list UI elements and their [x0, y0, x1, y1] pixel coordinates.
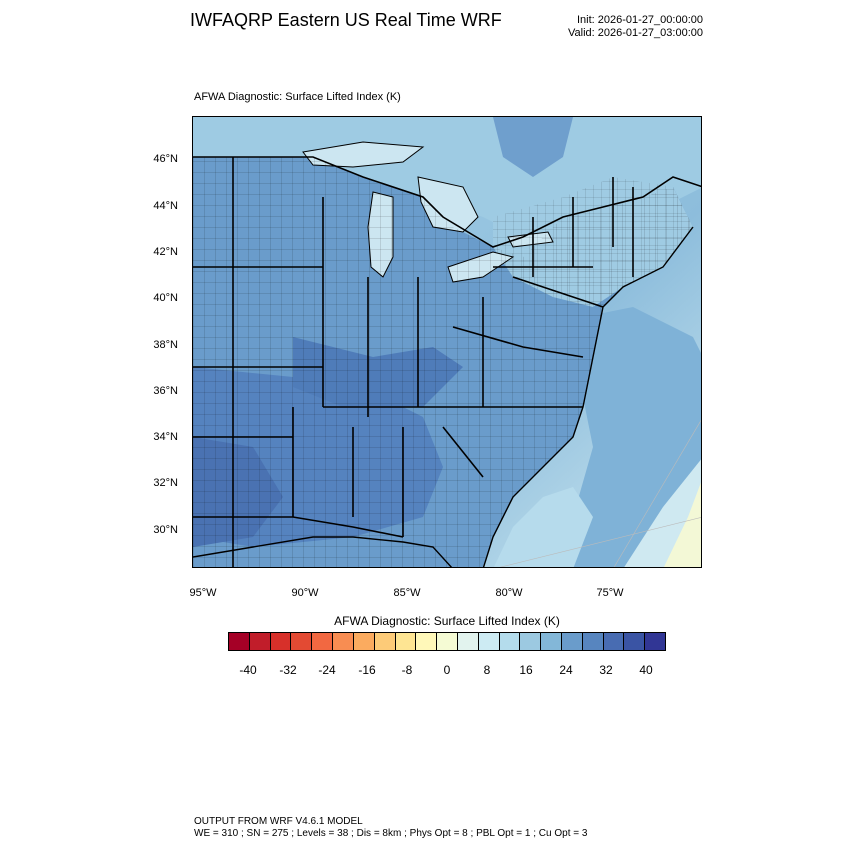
colorbar-bin: [520, 633, 542, 650]
lat-label: 30°N: [153, 524, 178, 536]
colorbar-tick-label: 24: [559, 663, 573, 677]
colorbar-bin: [437, 633, 458, 650]
colorbar-bin: [603, 633, 625, 650]
colorbar-bin: [229, 633, 250, 650]
map-subtitle: AFWA Diagnostic: Surface Lifted Index (K…: [194, 91, 401, 103]
lifted-index-map: [193, 117, 701, 567]
coastal-light-band: [493, 487, 593, 567]
colorbar-bin: [416, 633, 438, 650]
state-boundaries: [193, 157, 634, 567]
colorbar-bin: [333, 633, 354, 650]
colorbar-bin: [374, 633, 396, 650]
lat-label: 38°N: [153, 339, 178, 351]
lat-label: 46°N: [153, 153, 178, 165]
colorbar-bin: [562, 633, 583, 650]
colorbar-bin: [541, 633, 562, 650]
colorbar-bin: [249, 633, 271, 650]
main-title: IWFAQRP Eastern US Real Time WRF: [190, 10, 502, 30]
colorbar-tick-label: -16: [358, 663, 376, 677]
international-border: [193, 156, 701, 248]
gulf-coastline: [193, 536, 453, 567]
colorbar-tick-label: 16: [519, 663, 533, 677]
colorbar-bin: [270, 633, 292, 650]
warm-band: [663, 482, 701, 567]
colorbar-bin: [499, 633, 521, 650]
colorbar-tick-label: -8: [401, 663, 413, 677]
lat-label: 44°N: [153, 200, 178, 212]
footer-config-line: WE = 310 ; SN = 275 ; Levels = 38 ; Dis …: [194, 828, 588, 839]
lon-label: 75°W: [596, 587, 624, 599]
colorbar-bin: [582, 633, 604, 650]
colorbar-bin: [645, 633, 666, 650]
colorbar-tick-label: 40: [639, 663, 653, 677]
colorbar-tick-label: 8: [483, 663, 491, 677]
colorbar: [228, 632, 666, 651]
lon-label: 95°W: [189, 587, 217, 599]
valid-time: Valid: 2026-01-27_03:00:00: [568, 27, 703, 39]
colorbar-tick-label: 32: [599, 663, 613, 677]
colorbar-tick-label: -32: [279, 663, 297, 677]
colorbar-tick-label: -24: [318, 663, 336, 677]
lat-label: 34°N: [153, 431, 178, 443]
lon-label: 90°W: [291, 587, 319, 599]
hudson-dark-region: [493, 117, 573, 177]
colorbar-bin: [312, 633, 334, 650]
colorbar-bin: [624, 633, 646, 650]
lat-label: 36°N: [153, 385, 178, 397]
graticule-line: [499, 517, 701, 567]
colorbar-bin: [457, 633, 479, 650]
colorbar-tick-label: 0: [443, 663, 451, 677]
lon-label: 85°W: [393, 587, 421, 599]
init-time: Init: 2026-01-27_00:00:00: [577, 14, 703, 26]
colorbar-bin: [291, 633, 313, 650]
colorbar-bin: [353, 633, 375, 650]
map-frame: [192, 116, 702, 568]
graticule-line: [613, 419, 701, 567]
coastline: [482, 226, 694, 567]
lat-label: 40°N: [153, 292, 178, 304]
lat-label: 42°N: [153, 246, 178, 258]
colorbar-title: AFWA Diagnostic: Surface Lifted Index (K…: [334, 614, 560, 628]
colorbar-bin: [395, 633, 417, 650]
colorbar-bin: [478, 633, 500, 650]
footer-model-line: OUTPUT FROM WRF V4.6.1 MODEL: [194, 816, 363, 827]
county-boundaries-northeast: [493, 177, 693, 307]
lat-label: 32°N: [153, 477, 178, 489]
lon-label: 80°W: [495, 587, 523, 599]
colorbar-tick-label: -40: [239, 663, 257, 677]
